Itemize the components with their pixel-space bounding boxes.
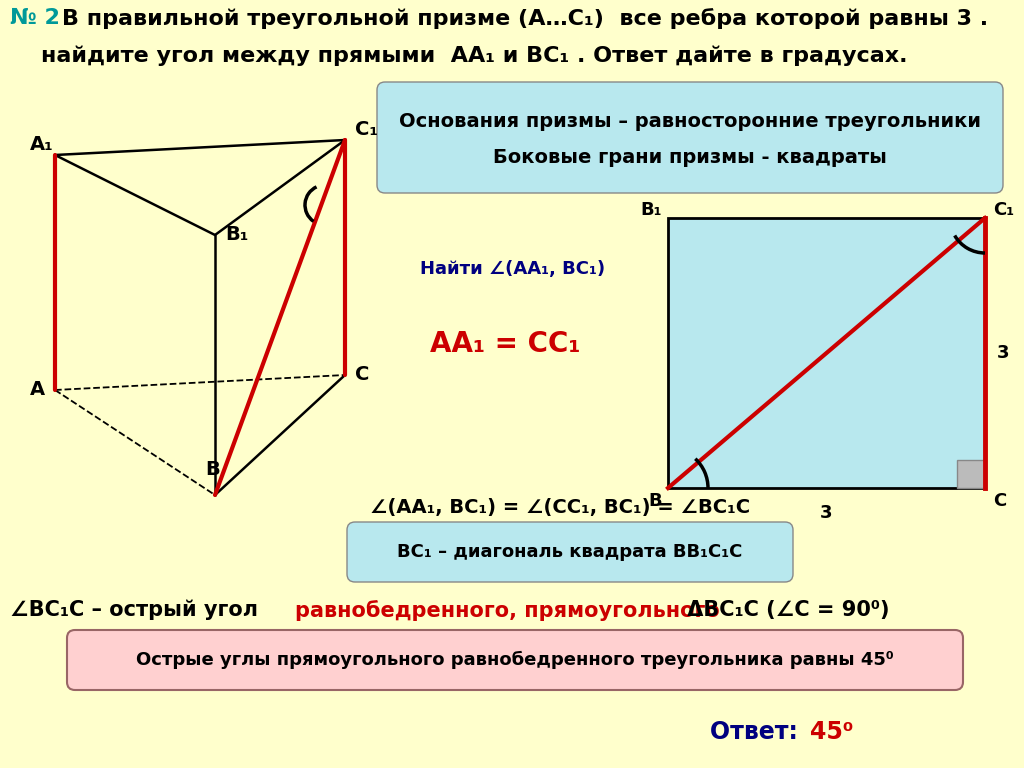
Text: B: B <box>205 460 220 479</box>
Text: Основания призмы – равносторонние треугольники: Основания призмы – равносторонние треуго… <box>399 112 981 131</box>
Text: A: A <box>30 380 45 399</box>
Text: B₁: B₁ <box>225 225 249 244</box>
Text: Боковые грани призмы - квадраты: Боковые грани призмы - квадраты <box>494 148 887 167</box>
Text: найдите угол между прямыми  АА₁ и ВС₁ . Ответ дайте в градусах.: найдите угол между прямыми АА₁ и ВС₁ . О… <box>10 46 907 67</box>
Text: B: B <box>648 492 662 510</box>
Text: C: C <box>993 492 1007 510</box>
Text: 3: 3 <box>997 344 1010 362</box>
Text: В правильной треугольной призме (А…С₁)  все ребра которой равны 3 .: В правильной треугольной призме (А…С₁) в… <box>62 8 988 29</box>
Text: C₁: C₁ <box>993 201 1014 219</box>
Bar <box>668 218 985 488</box>
Text: АА₁ = СС₁: АА₁ = СС₁ <box>430 330 581 358</box>
Bar <box>957 460 985 488</box>
Text: Ответ:: Ответ: <box>710 720 806 744</box>
Text: B₁: B₁ <box>640 201 662 219</box>
Text: ∠BC₁C – острый угол: ∠BC₁C – острый угол <box>10 600 265 621</box>
Text: равнобедренного, прямоугольного: равнобедренного, прямоугольного <box>295 600 720 621</box>
FancyBboxPatch shape <box>377 82 1002 193</box>
Text: 3: 3 <box>820 504 833 522</box>
Text: ΔBC₁C (∠C = 90⁰): ΔBC₁C (∠C = 90⁰) <box>680 600 890 620</box>
Text: № 2: № 2 <box>10 8 59 28</box>
Text: Найти ∠(АА₁, ВС₁): Найти ∠(АА₁, ВС₁) <box>420 260 605 278</box>
FancyBboxPatch shape <box>347 522 793 582</box>
Text: ВС₁ – диагональ квадрата ВВ₁С₁С: ВС₁ – диагональ квадрата ВВ₁С₁С <box>397 543 742 561</box>
Text: ∠(АА₁, ВС₁) = ∠(СС₁, ВС₁) = ∠ВС₁С: ∠(АА₁, ВС₁) = ∠(СС₁, ВС₁) = ∠ВС₁С <box>370 498 751 517</box>
Text: C: C <box>355 365 370 384</box>
Text: A₁: A₁ <box>30 135 53 154</box>
FancyBboxPatch shape <box>67 630 963 690</box>
Text: 45⁰: 45⁰ <box>810 720 853 744</box>
Text: C₁: C₁ <box>355 120 378 139</box>
Text: Острые углы прямоугольного равнобедренного треугольника равны 45⁰: Острые углы прямоугольного равнобедренно… <box>136 651 894 669</box>
